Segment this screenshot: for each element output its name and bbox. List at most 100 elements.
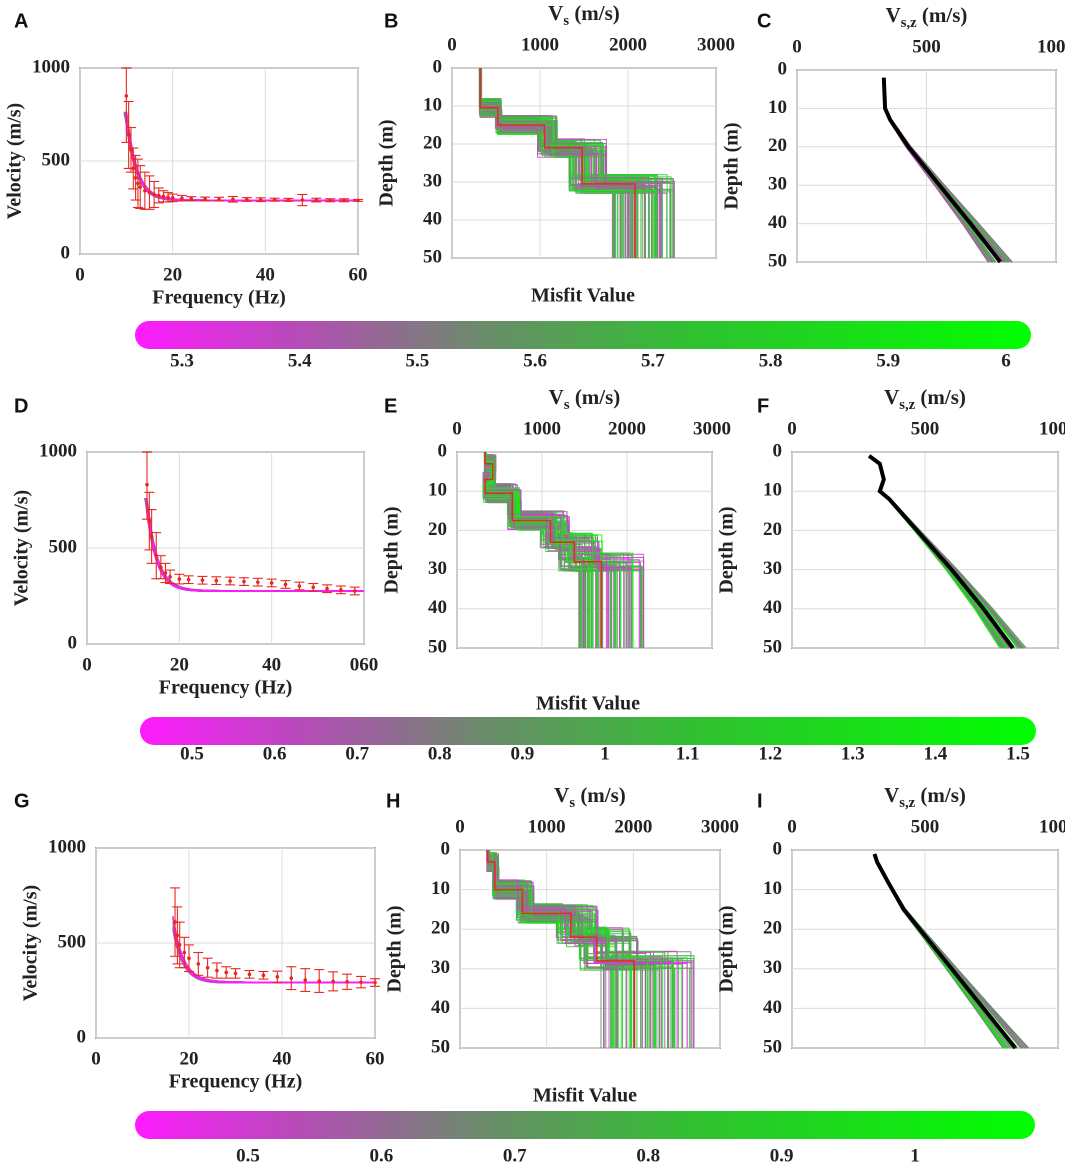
observed-point bbox=[147, 519, 152, 523]
y-tick-labels: 0 10 20 30 40 50 bbox=[431, 838, 450, 1057]
panel-b: 0 1000 2000 3000 0 10 20 30 40 50 Vs (m/s) Depth (m… bbox=[376, 1, 735, 267]
x-tick-label: 0 bbox=[447, 34, 457, 55]
y-tick-label: 40 bbox=[431, 997, 450, 1018]
colorbar-tick-label: 1.2 bbox=[758, 743, 782, 764]
panel-f: 0 500 1000 0 10 20 30 40 50 Vs,z (m/s) Depth (m) F bbox=[716, 385, 1065, 657]
colorbar-tick-label: 5.7 bbox=[641, 350, 665, 371]
data-marks bbox=[867, 454, 1027, 650]
x-axis-title: Vs (m/s) bbox=[549, 385, 621, 413]
mean-vsz-profile bbox=[867, 454, 1015, 650]
x-tick-label: 0 bbox=[455, 816, 465, 837]
observed-point bbox=[156, 193, 161, 198]
colorbar-tick-label: 1.3 bbox=[841, 743, 865, 764]
x-axis-title: Vs,z (m/s) bbox=[884, 385, 966, 413]
observed-point bbox=[166, 195, 170, 200]
observed-point bbox=[143, 188, 147, 193]
observed-point bbox=[200, 578, 205, 583]
observed-point bbox=[256, 580, 260, 584]
vs-model-profile bbox=[484, 452, 642, 648]
x-tick-labels: 0 500 1000 bbox=[787, 418, 1065, 439]
colorbar-gradient bbox=[135, 1111, 1035, 1139]
observed-point bbox=[224, 970, 228, 975]
observed-point bbox=[373, 980, 377, 985]
y-tick-labels: 0 10 20 30 40 50 bbox=[763, 838, 782, 1057]
y-tick-label: 500 bbox=[42, 149, 71, 170]
observed-point bbox=[177, 943, 182, 947]
observed-point bbox=[247, 972, 252, 977]
gridlines bbox=[79, 67, 359, 255]
model-dispersion-curve bbox=[125, 112, 358, 202]
y-tick-label: 30 bbox=[763, 957, 782, 978]
observed-point bbox=[138, 185, 143, 189]
x-tick-label: 1000 bbox=[1037, 36, 1065, 57]
observed-point bbox=[205, 965, 210, 970]
x-tick-label: 2000 bbox=[614, 816, 652, 837]
observed-point bbox=[129, 148, 133, 152]
observed-point bbox=[126, 133, 131, 137]
best-fit-profile bbox=[484, 452, 603, 648]
data-marks bbox=[486, 850, 695, 1048]
y-axis-title: Depth (m) bbox=[721, 122, 743, 209]
vs-model-profile bbox=[481, 68, 661, 258]
mean-vsz-profile bbox=[881, 77, 1002, 264]
observed-point bbox=[149, 534, 154, 539]
panel-d: 0 20 40 060 0 500 1000 Frequency (Hz) Velocity (… bbox=[11, 395, 379, 698]
y-tick-label: 30 bbox=[428, 558, 447, 579]
observed-point bbox=[147, 190, 152, 195]
panel-a: 0 20 40 60 0 500 1000 Frequency (Hz) Velocity (m… bbox=[4, 10, 368, 308]
x-tick-label: 1000 bbox=[521, 34, 559, 55]
observed-point bbox=[325, 586, 329, 591]
observed-point bbox=[163, 571, 168, 575]
panel-label: B bbox=[384, 10, 398, 32]
observed-point bbox=[196, 962, 201, 966]
x-tick-label: 20 bbox=[170, 654, 189, 675]
observed-point bbox=[345, 979, 349, 984]
x-tick-label: 060 bbox=[350, 654, 379, 675]
y-tick-labels: 0 500 1000 bbox=[39, 440, 77, 653]
x-tick-labels: 0 20 40 60 bbox=[75, 264, 367, 285]
y-tick-label: 50 bbox=[431, 1036, 450, 1057]
observed-point bbox=[215, 968, 219, 973]
colorbar-tick-label: 1.4 bbox=[924, 743, 948, 764]
y-tick-label: 10 bbox=[431, 878, 450, 899]
colorbar-tick-label: 0.8 bbox=[428, 743, 452, 764]
x-tick-label: 3000 bbox=[701, 816, 739, 837]
observed-point bbox=[131, 166, 136, 171]
colorbar-tick-label: 5.4 bbox=[288, 350, 312, 371]
colorbar-title: Misfit Value bbox=[536, 693, 640, 715]
x-tick-label: 40 bbox=[273, 1048, 292, 1069]
model-dispersion-curve bbox=[146, 507, 364, 592]
observed-point bbox=[203, 197, 207, 201]
y-tick-label: 20 bbox=[768, 135, 787, 156]
panel-c: 0 500 1000 0 10 20 30 40 50 Vs,z (m/s) Depth (m) C bbox=[721, 3, 1065, 271]
y-tick-label: 40 bbox=[423, 208, 442, 229]
observed-point bbox=[170, 196, 175, 200]
observed-point bbox=[133, 175, 138, 180]
y-tick-label: 0 bbox=[441, 838, 451, 859]
y-tick-label: 0 bbox=[68, 632, 78, 653]
x-tick-labels: 0 1000 2000 3000 bbox=[447, 34, 735, 55]
observed-point bbox=[261, 973, 266, 978]
y-tick-label: 1000 bbox=[39, 440, 77, 461]
colorbar-tick-label: 0.9 bbox=[511, 743, 535, 764]
data-marks bbox=[121, 67, 363, 210]
y-tick-label: 30 bbox=[431, 957, 450, 978]
observed-point bbox=[303, 978, 308, 982]
colorbar-tick-label: 0.5 bbox=[236, 1145, 260, 1166]
y-tick-label: 40 bbox=[768, 212, 787, 233]
observed-point bbox=[311, 585, 316, 590]
observed-point bbox=[258, 197, 263, 202]
observed-point bbox=[180, 196, 184, 200]
observed-point bbox=[175, 933, 180, 938]
y-tick-label: 500 bbox=[49, 536, 78, 557]
observed-point bbox=[124, 94, 129, 98]
colorbar-tick-label: 0.5 bbox=[180, 743, 204, 764]
y-tick-labels: 0 500 1000 bbox=[48, 836, 86, 1047]
observed-point bbox=[214, 578, 219, 583]
x-tick-label: 60 bbox=[366, 1048, 385, 1069]
data-marks bbox=[170, 887, 380, 993]
observed-point bbox=[283, 582, 288, 587]
vs-model-profile bbox=[480, 68, 650, 258]
x-tick-label: 1000 bbox=[528, 816, 566, 837]
